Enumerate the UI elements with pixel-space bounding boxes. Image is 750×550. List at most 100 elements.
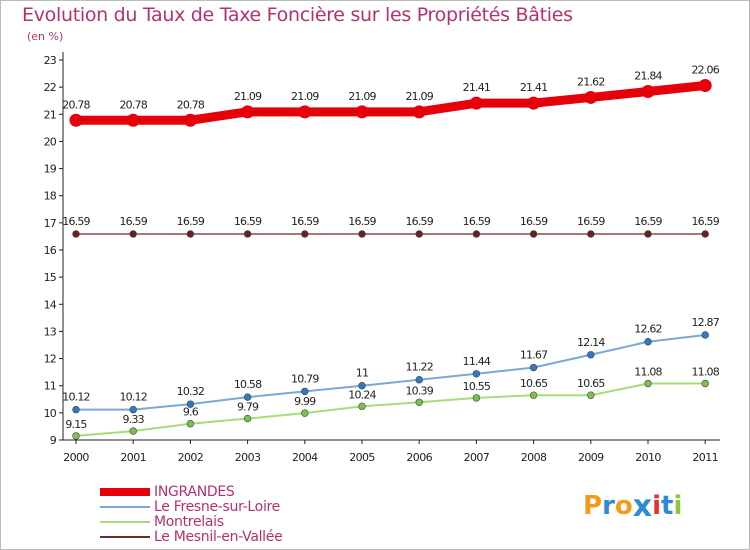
data-label: 21.41	[520, 81, 548, 94]
data-label: 10.24	[348, 388, 376, 401]
data-label: 21.09	[348, 90, 376, 103]
y-tick-label: 18	[44, 190, 57, 203]
data-point	[69, 113, 83, 127]
y-tick-label: 16	[44, 244, 57, 257]
data-label: 10.12	[119, 391, 147, 404]
data-point	[529, 363, 538, 372]
y-tick-label: 10	[44, 407, 57, 420]
data-label: 21.62	[577, 75, 605, 88]
data-label: 16.59	[463, 215, 491, 228]
data-label: 10.32	[177, 385, 205, 398]
data-label: 16.59	[348, 215, 376, 228]
data-label: 10.65	[577, 377, 605, 390]
x-tick-label: 2011	[692, 451, 718, 464]
data-label: 9.6	[183, 406, 199, 419]
data-label: 16.59	[691, 215, 719, 228]
logo-letter: r	[602, 491, 615, 521]
legend-label: Montrelais	[154, 514, 224, 530]
data-point	[472, 230, 481, 238]
x-tick-label: 2008	[521, 451, 547, 464]
x-tick-label: 2001	[120, 451, 146, 464]
data-point	[129, 405, 137, 414]
y-tick-label: 15	[44, 271, 57, 284]
data-point	[472, 370, 481, 378]
data-point	[243, 414, 252, 423]
y-tick-label: 14	[44, 298, 57, 311]
logo-letter: i	[673, 491, 683, 521]
legend-swatch	[100, 521, 150, 523]
y-tick-label: 21	[44, 108, 56, 121]
legend-swatch	[100, 506, 150, 508]
x-tick-label: 2005	[349, 451, 375, 464]
data-point	[298, 105, 312, 119]
data-label: 20.78	[62, 98, 90, 111]
series-line	[71, 81, 710, 125]
data-label: 16.59	[634, 215, 662, 228]
data-label: 21.09	[405, 90, 433, 103]
proxiti-logo[interactable]: Proxiti	[583, 487, 683, 524]
data-point	[527, 96, 541, 110]
y-tick-label: 13	[44, 325, 57, 338]
data-point	[72, 405, 80, 414]
data-label: 16.59	[291, 215, 319, 228]
data-point	[358, 230, 366, 238]
data-label: 20.78	[177, 98, 205, 111]
x-tick-label: 2000	[63, 451, 89, 464]
legend-label: INGRANDES	[154, 484, 235, 500]
data-point	[469, 96, 483, 110]
data-point	[701, 379, 709, 388]
chart-title: Evolution du Taux de Taxe Foncière sur l…	[22, 4, 573, 26]
data-point	[529, 230, 538, 238]
data-label: 10.12	[62, 391, 90, 404]
unit-label: (en %)	[27, 30, 64, 43]
y-tick-label: 17	[44, 217, 57, 230]
data-point	[412, 105, 426, 119]
data-point	[587, 391, 595, 399]
data-label: 10.58	[234, 378, 262, 391]
data-label: 11	[356, 367, 368, 380]
data-point	[587, 351, 595, 359]
y-tick-label: 22	[44, 81, 56, 94]
data-point	[644, 338, 652, 346]
data-point	[584, 90, 598, 104]
y-tick-label: 20	[44, 135, 57, 148]
data-label: 10.79	[291, 372, 319, 385]
data-label: 9.33	[123, 413, 145, 426]
data-label: 16.59	[405, 215, 433, 228]
data-label: 21.09	[234, 90, 262, 103]
data-label: 16.59	[177, 215, 205, 228]
y-tick-label: 12	[44, 353, 56, 366]
data-point	[641, 84, 655, 98]
data-point	[358, 382, 366, 390]
y-tick-label: 19	[44, 163, 57, 176]
data-point	[301, 387, 309, 396]
legend-swatch	[100, 488, 150, 496]
x-tick-label: 2003	[235, 451, 261, 464]
series-line	[75, 382, 707, 437]
data-label: 12.14	[577, 336, 605, 349]
data-point	[587, 230, 595, 238]
data-point	[129, 427, 137, 435]
data-point	[126, 113, 140, 127]
data-point	[183, 113, 197, 127]
logo-letter: P	[583, 491, 603, 521]
data-point	[243, 393, 252, 401]
data-label: 11.22	[405, 361, 433, 374]
data-label: 12.87	[691, 316, 719, 329]
data-point	[186, 230, 195, 238]
data-point	[355, 105, 369, 119]
data-label: 9.79	[237, 401, 259, 414]
logo-letter: o	[614, 491, 633, 521]
y-tick-label: 9	[50, 434, 57, 447]
logo-letter: i	[652, 491, 662, 521]
data-label: 21.09	[291, 90, 319, 103]
data-label: 12.62	[634, 323, 662, 336]
data-point	[529, 391, 538, 399]
legend-item-montrelais: Montrelais	[100, 514, 360, 530]
data-label: 16.59	[520, 215, 548, 228]
data-point	[472, 394, 481, 402]
data-label: 22.06	[691, 64, 719, 77]
legend-label: Le Fresne-sur-Loire	[154, 499, 280, 515]
data-label: 16.59	[62, 215, 90, 228]
